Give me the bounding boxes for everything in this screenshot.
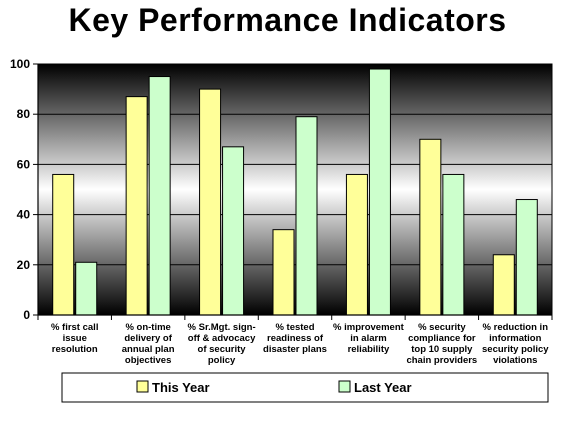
plot-area: [38, 64, 552, 315]
x-category-label-4: % improvement in alarm reliability: [333, 322, 405, 355]
legend: [61, 372, 549, 403]
bar-last-year-3: [295, 116, 318, 316]
y-tick-label: 60: [17, 157, 31, 171]
bar-last-year-4: [368, 68, 391, 316]
bar-this-year-4: [345, 173, 368, 316]
bar-this-year-1: [125, 96, 148, 316]
bar-last-year-6: [515, 199, 538, 316]
x-category-label-1: % on-time delivery of annual plan objective…: [122, 322, 175, 366]
x-category-label-6: % reduction in information security policy…: [482, 322, 549, 366]
x-category-label-2: % Sr.Mgt. sign-off & advocacy of security…: [188, 322, 257, 366]
bar-last-year-0: [75, 261, 98, 316]
bar-this-year-2: [199, 88, 222, 316]
bar-this-year-0: [52, 173, 75, 316]
y-tick-label: 20: [17, 258, 31, 272]
y-tick-label: 80: [17, 107, 31, 121]
bar-this-year-5: [419, 138, 442, 316]
bar-last-year-2: [222, 146, 245, 316]
bar-last-year-1: [148, 76, 171, 316]
legend-swatch-this-year: [136, 380, 149, 393]
y-tick-label: 0: [23, 308, 30, 322]
bar-this-year-3: [272, 229, 295, 316]
chart-title: Key Performance Indicators: [68, 2, 507, 38]
y-tick-label: 40: [17, 208, 31, 222]
x-category-label-0: % first call issue resolution: [51, 322, 99, 355]
bar-this-year-6: [492, 254, 515, 316]
legend-label-last-year: Last Year: [354, 380, 412, 395]
x-category-label-5: % security compliance for top 10 supply cha…: [406, 322, 477, 366]
x-category-label-3: % tested readiness of disaster plans: [263, 322, 327, 355]
legend-label-this-year: This Year: [152, 380, 210, 395]
bar-last-year-5: [442, 173, 465, 316]
legend-swatch-last-year: [338, 380, 351, 393]
y-tick-label: 100: [10, 57, 30, 71]
